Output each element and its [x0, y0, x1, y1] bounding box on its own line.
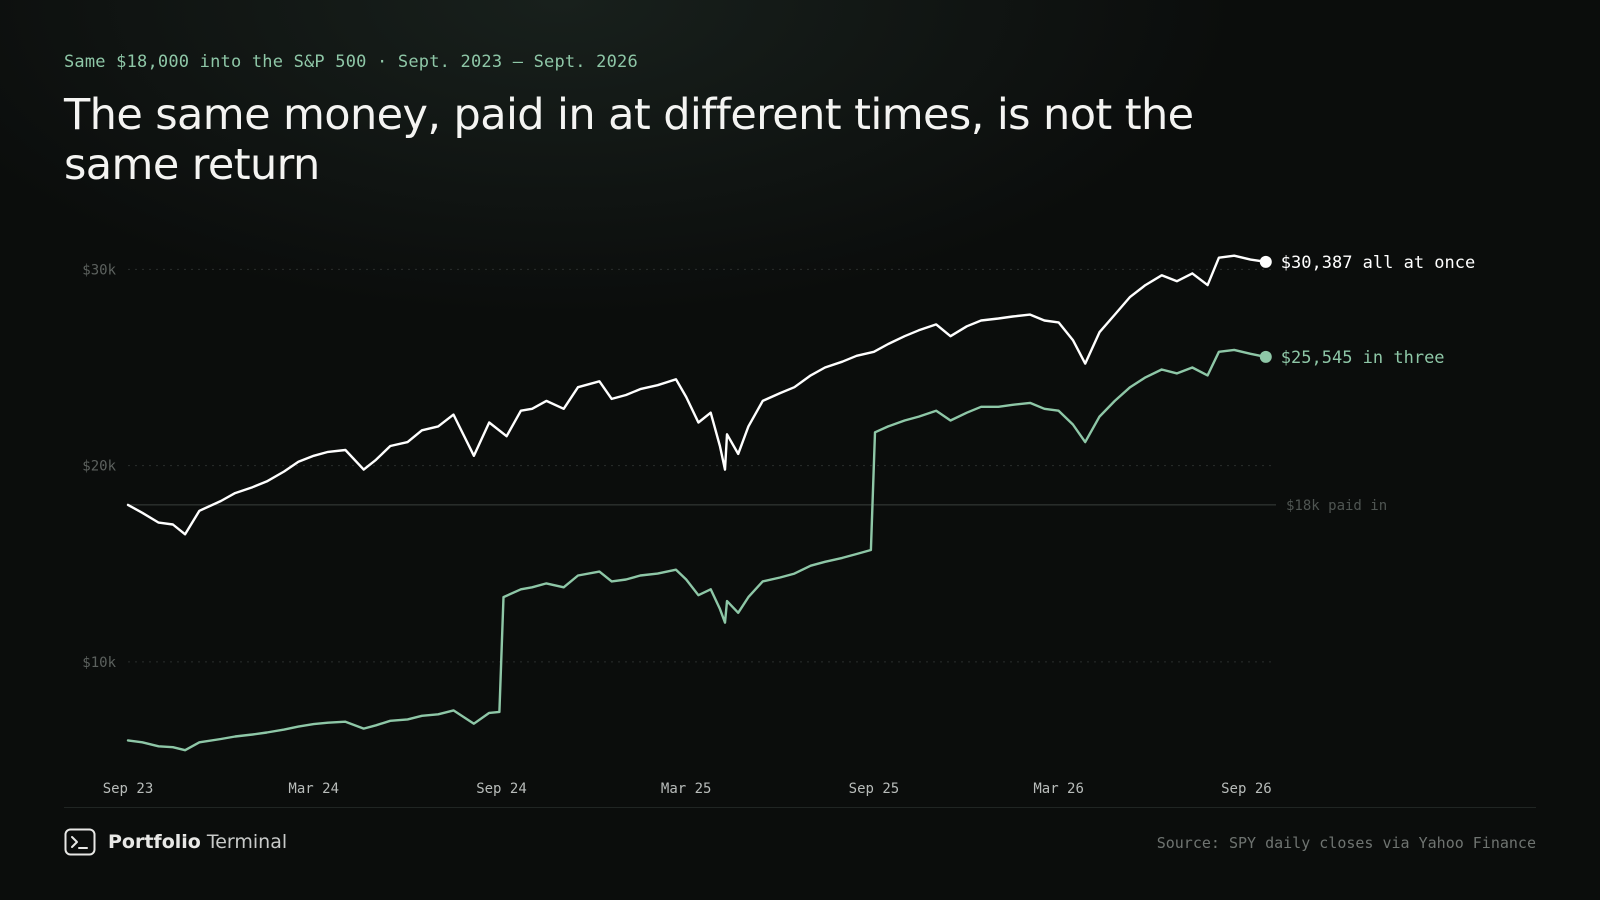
series-end-point: [1259, 350, 1272, 363]
chart-kicker: Same $18,000 into the S&P 500 · Sept. 20…: [64, 52, 638, 72]
brand: Portfolio Terminal: [64, 828, 287, 856]
x-tick-label: Mar 24: [288, 781, 339, 797]
series-end-label: $25,545 in three: [1281, 348, 1445, 368]
y-axis-ticks: $10k $20k $30k: [82, 262, 116, 670]
series-end-point: [1259, 255, 1272, 268]
brand-product: Terminal: [206, 831, 288, 853]
end-labels: $30,387 all at once $25,545 in three: [1281, 253, 1475, 368]
y-tick-label: $20k: [82, 459, 116, 475]
footer-divider: [64, 807, 1536, 808]
x-tick-label: Sep 26: [1221, 781, 1272, 797]
y-tick-label: $10k: [82, 655, 116, 671]
gridlines: [128, 268, 1276, 663]
reference-line-label: $18k paid in: [1286, 498, 1387, 514]
series-line-all-at-once: [126, 254, 1267, 536]
x-tick-label: Sep 24: [476, 781, 527, 797]
x-tick-label: Sep 23: [103, 781, 154, 797]
reference-line-group: $18k paid in: [128, 498, 1387, 514]
x-tick-label: Mar 26: [1033, 781, 1084, 797]
series-line-in-three: [126, 348, 1267, 752]
chart-title: The same money, paid in at different tim…: [64, 90, 1194, 190]
x-tick-label: Sep 25: [849, 781, 900, 797]
x-axis-ticks: Sep 23 Mar 24 Sep 24 Mar 25 Sep 25 Mar 26 Sep …: [103, 781, 1272, 797]
y-tick-label: $30k: [82, 262, 116, 278]
series-group: [126, 254, 1272, 752]
x-tick-label: Mar 25: [661, 781, 712, 797]
terminal-prompt-icon: [64, 828, 96, 856]
series-end-label: $30,387 all at once: [1281, 253, 1475, 273]
source-note: Source: SPY daily closes via Yahoo Finan…: [1156, 834, 1536, 852]
brand-name: Portfolio: [108, 831, 201, 853]
